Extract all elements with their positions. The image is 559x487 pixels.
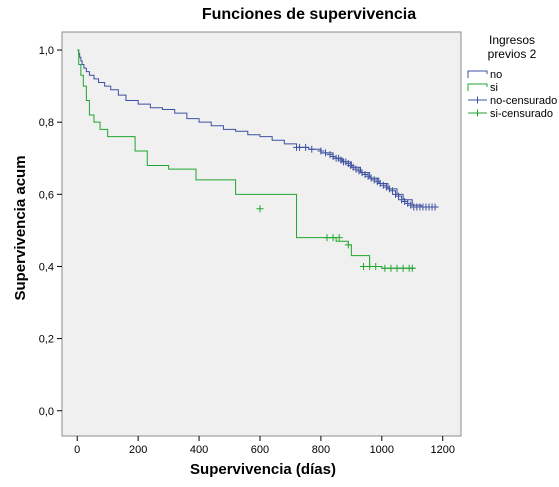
y-axis-label: Supervivencia acum xyxy=(12,155,29,300)
legend-swatch-si xyxy=(467,83,488,91)
censor-mark-si-censurado xyxy=(381,264,389,272)
x-tick-label: 200 xyxy=(129,444,147,456)
censor-mark-no-censurado xyxy=(398,196,406,204)
censor-mark-no-censurado xyxy=(395,192,403,200)
censor-mark-si-censurado xyxy=(387,264,395,272)
censor-mark-no-censurado xyxy=(376,180,384,187)
x-axis-label: Supervivencia (días) xyxy=(190,461,336,478)
censor-mark-no-censurado xyxy=(321,149,329,157)
censor-mark-no-censurado xyxy=(355,167,363,175)
censor-mark-no-censurado xyxy=(379,181,387,189)
plot-area xyxy=(61,31,462,437)
chart-title: Funciones de supervivencia xyxy=(202,6,416,23)
legend-item-no: no xyxy=(467,69,502,81)
legend-title-line-2: previos 2 xyxy=(488,47,537,61)
y-tick-label: 0,2 xyxy=(39,334,54,346)
y-tick-label: 0,8 xyxy=(39,117,54,129)
censor-mark-si-censurado xyxy=(372,262,380,270)
x-tick-label: 400 xyxy=(190,444,208,456)
censor-mark-si-censurado xyxy=(329,234,337,242)
censor-mark-si-censurado xyxy=(408,264,416,272)
legend-label-si: si xyxy=(490,82,498,94)
censor-mark-si-censurado xyxy=(393,264,401,272)
censor-mark-no-censurado xyxy=(382,183,390,191)
censor-mark-no-censurado xyxy=(367,174,375,182)
censor-mark-no-censurado xyxy=(364,172,372,180)
censor-mark-no-censurado xyxy=(407,201,415,209)
y-tick-label: 0,0 xyxy=(39,406,54,418)
censor-mark-no-censurado xyxy=(302,143,310,151)
y-axis: 0,0 0,2 0,4 0,6 0,8 1,0 xyxy=(39,45,62,418)
censor-mark-no-censurado xyxy=(308,145,316,153)
censor-mark-no-censurado xyxy=(358,169,366,177)
x-tick-label: 1200 xyxy=(430,444,454,456)
x-tick-label: 600 xyxy=(251,444,269,456)
censor-mark-no-censurado xyxy=(329,152,337,160)
censor-mark-no-censurado xyxy=(404,199,412,207)
series-layer xyxy=(77,49,439,272)
legend-label-no-censurado: no-censurado xyxy=(490,95,557,107)
censor-mark-no-censurado xyxy=(431,203,439,211)
legend-item-si-censurado: si-censurado xyxy=(468,108,553,120)
legend-item-si: si xyxy=(467,82,498,94)
censor-mark-no-censurado xyxy=(317,147,325,155)
legend: Ingresos previos 2 nosino-censuradosi-ce… xyxy=(467,33,557,120)
censor-mark-no-censurado xyxy=(352,165,360,173)
legend-item-no-censurado: no-censurado xyxy=(468,95,557,107)
x-tick-label: 0 xyxy=(74,444,80,456)
censor-mark-no-censurado xyxy=(361,170,369,178)
censor-mark-no-censurado xyxy=(326,151,334,159)
x-tick-label: 800 xyxy=(312,444,330,456)
censor-mark-no-censurado xyxy=(296,143,304,151)
censor-mark-si-censurado xyxy=(360,262,368,270)
censor-mark-si-censurado xyxy=(323,234,331,242)
x-axis: 0 200 400 600 800 1000 1200 xyxy=(74,436,455,456)
censor-mark-no-censurado xyxy=(401,198,409,206)
legend-label-no: no xyxy=(490,69,502,81)
legend-title-line-1: Ingresos xyxy=(489,33,535,47)
legend-swatch-no xyxy=(467,70,488,78)
censor-mark-si-censurado xyxy=(366,262,374,270)
censor-mark-si-censurado xyxy=(344,241,352,249)
legend-label-si-censurado: si-censurado xyxy=(490,108,553,120)
censor-mark-si-censurado xyxy=(335,234,343,242)
censor-mark-no-censurado xyxy=(392,190,400,198)
censor-mark-no-censurado xyxy=(385,185,393,193)
y-tick-label: 1,0 xyxy=(39,45,54,57)
censor-mark-si-censurado xyxy=(399,264,407,272)
censor-mark-no-censurado xyxy=(373,178,381,186)
y-tick-label: 0,4 xyxy=(39,261,54,273)
x-tick-label: 1000 xyxy=(370,444,394,456)
censor-mark-no-censurado xyxy=(370,176,378,184)
censor-mark-si-censurado xyxy=(256,205,264,213)
y-tick-label: 0,6 xyxy=(39,189,54,201)
censor-mark-no-censurado xyxy=(388,187,396,195)
